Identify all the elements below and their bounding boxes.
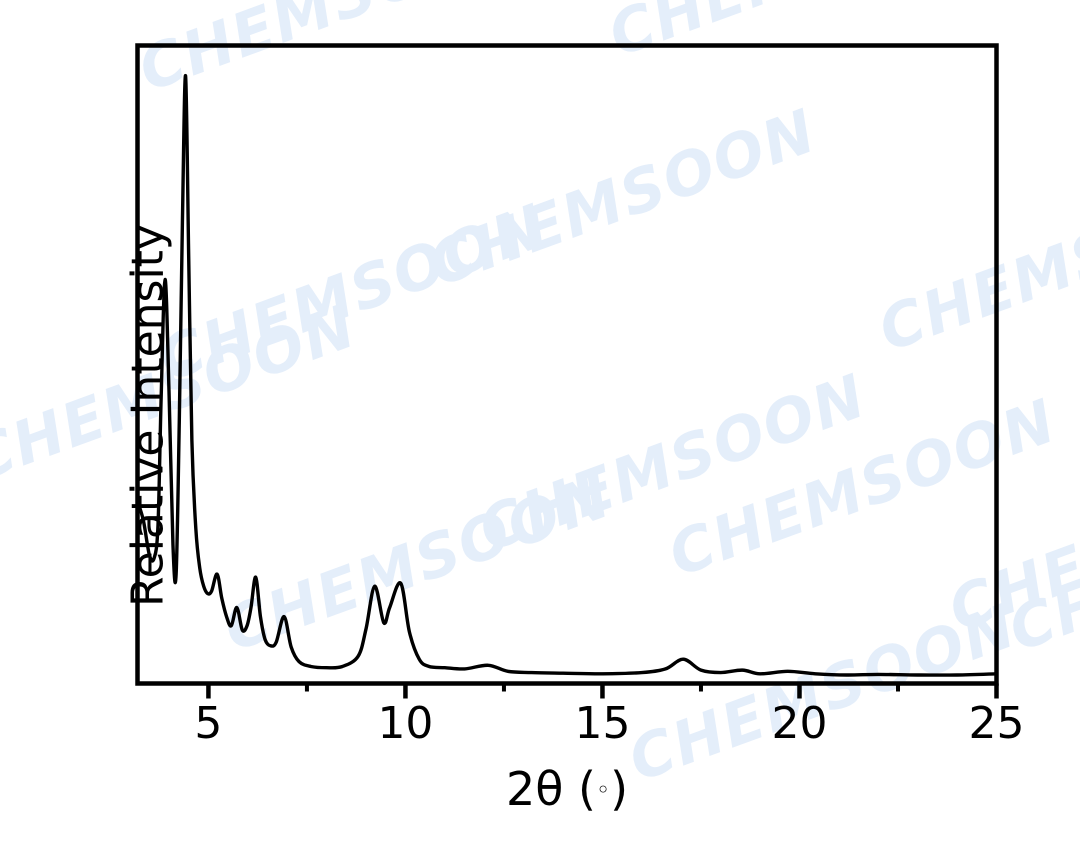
- x-tick-label-5: 5: [194, 697, 223, 749]
- x-tick-label-15: 15: [574, 697, 631, 749]
- x-tick-label-25: 25: [968, 697, 1025, 749]
- x-tick-label-20: 20: [771, 697, 828, 749]
- y-axis-label: Relative Intensity: [122, 224, 174, 607]
- xrd-curve: [135, 74, 999, 677]
- degree-symbol-icon: ◦: [595, 775, 611, 804]
- plot-frame: [135, 43, 999, 686]
- x-tick-label-10: 10: [377, 697, 434, 749]
- axis-ticks: [206, 683, 999, 699]
- x-axis-label: 2θ (◦): [137, 762, 997, 816]
- x-axis-label-prefix: 2θ (: [505, 762, 596, 816]
- x-axis-label-suffix: ): [610, 762, 629, 816]
- xrd-trace: [135, 74, 999, 677]
